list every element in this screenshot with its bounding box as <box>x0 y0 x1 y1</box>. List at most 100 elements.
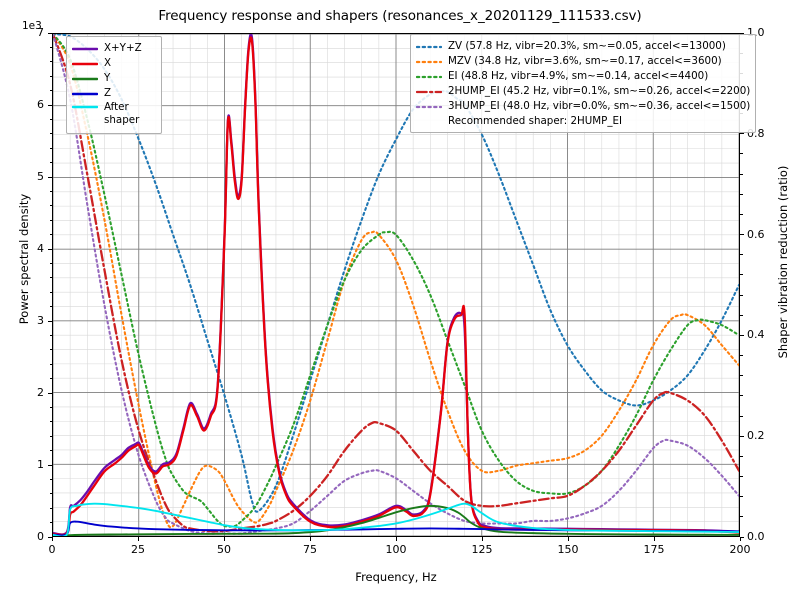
y-minor-tickmark-left <box>49 363 52 365</box>
page-title: Frequency response and shapers (resonanc… <box>158 8 642 24</box>
y-minor-tickmark-right <box>740 375 743 377</box>
legend-item-mzv[interactable]: MZV (34.8 Hz, vibr=3.6%, sm~=0.17, accel… <box>416 54 750 69</box>
legend-line-swatch <box>416 101 442 113</box>
y-minor-tickmark-left <box>49 234 52 236</box>
y-minor-tickmark-left <box>49 162 52 164</box>
y-minor-tickmark-left <box>49 219 52 221</box>
y-minor-tickmark-left <box>49 147 52 149</box>
legend-item-label: 3HUMP_EI (48.0 Hz, vibr=0.0%, sm~=0.36, … <box>448 100 751 113</box>
y-tick-label-left: 4 <box>37 242 44 255</box>
y-tickmark-left <box>48 32 52 34</box>
series-2hump_ei <box>53 34 739 533</box>
y-minor-tickmark-left <box>49 334 52 336</box>
recommended-shaper-note: Recommended shaper: 2HUMP_EI <box>448 115 623 127</box>
x-tickmark <box>223 537 225 541</box>
legend-item-after-shaper[interactable]: After shaper <box>72 101 156 129</box>
x-tick-label: 125 <box>471 543 493 556</box>
y-minor-tickmark-right <box>740 314 743 316</box>
x-tick-label: 200 <box>729 543 751 556</box>
x-tickmark <box>137 537 139 541</box>
y-axis-exponent-label: 1e3 <box>22 20 42 32</box>
x-tickmark <box>739 537 741 541</box>
series-after <box>53 502 739 536</box>
y-minor-tickmark-left <box>49 421 52 423</box>
legend-item-z[interactable]: Z <box>72 86 156 101</box>
y-minor-tickmark-left <box>49 61 52 63</box>
y-minor-tickmark-right <box>740 516 743 518</box>
plot-area <box>52 33 740 537</box>
legend-line-swatch <box>72 101 98 113</box>
legend-line-swatch <box>72 58 98 70</box>
legend-item-zv[interactable]: ZV (57.8 Hz, vibr=20.3%, sm~=0.05, accel… <box>416 39 750 54</box>
y-tick-label-left: 5 <box>37 170 44 183</box>
y-minor-tickmark-left <box>49 133 52 135</box>
legend-item-label: X <box>104 57 112 70</box>
y-minor-tickmark-right <box>740 355 743 357</box>
legend-line-swatch <box>416 41 442 53</box>
legend-item-3hump_ei[interactable]: 3HUMP_EI (48.0 Hz, vibr=0.0%, sm~=0.36, … <box>416 99 750 114</box>
legend-line-swatch <box>416 56 442 68</box>
y-tickmark-left <box>48 392 52 394</box>
y-minor-tickmark-right <box>740 193 743 195</box>
legend-line-swatch <box>72 88 98 100</box>
y-minor-tickmark-left <box>49 349 52 351</box>
data-series-layer <box>53 34 739 536</box>
legend-line-swatch <box>416 86 442 98</box>
y-tick-label-left: 3 <box>37 314 44 327</box>
y-minor-tickmark-left <box>49 478 52 480</box>
y-minor-tickmark-left <box>49 277 52 279</box>
y-minor-tickmark-right <box>740 496 743 498</box>
y-axis-label-left: Power spectral density <box>17 193 31 325</box>
y-minor-tickmark-right <box>740 476 743 478</box>
legend-item-label: X+Y+Z <box>104 42 142 55</box>
y-minor-tickmark-left <box>49 406 52 408</box>
y-tick-label-right: 0.2 <box>747 429 765 443</box>
legend-item-label: 2HUMP_EI (45.2 Hz, vibr=0.1%, sm~=0.26, … <box>448 85 751 98</box>
series-y <box>53 504 739 536</box>
x-tick-label: 50 <box>217 543 231 556</box>
legend-item-2hump_ei[interactable]: 2HUMP_EI (45.2 Hz, vibr=0.1%, sm~=0.26, … <box>416 84 750 99</box>
legend-item-ei[interactable]: EI (48.8 Hz, vibr=4.9%, sm~=0.14, accel<… <box>416 69 750 84</box>
y-minor-tickmark-left <box>49 306 52 308</box>
y-tickmark-right <box>740 334 744 336</box>
y-minor-tickmark-right <box>740 153 743 155</box>
legend-item-x[interactable]: X <box>72 56 156 71</box>
x-tickmark <box>567 537 569 541</box>
series-ei <box>53 34 739 528</box>
y-minor-tickmark-left <box>49 118 52 120</box>
y-tickmark-right <box>740 234 744 236</box>
y-minor-tickmark-left <box>49 75 52 77</box>
y-minor-tickmark-right <box>740 395 743 397</box>
y-tickmark-left <box>48 248 52 250</box>
y-minor-tickmark-right <box>740 294 743 296</box>
y-tickmark-right <box>740 133 744 135</box>
y-tick-label-right: 0.6 <box>747 227 765 241</box>
y-minor-tickmark-left <box>49 507 52 509</box>
legend-item-label: After shaper <box>104 101 140 126</box>
y-tick-label-left: 1 <box>37 458 44 471</box>
x-tickmark <box>481 537 483 541</box>
y-tickmark-left <box>48 320 52 322</box>
y-minor-tickmark-left <box>49 205 52 207</box>
x-tickmark <box>395 537 397 541</box>
legend-item-label: EI (48.8 Hz, vibr=4.9%, sm~=0.14, accel<… <box>448 70 709 83</box>
legend-item-y[interactable]: Y <box>72 71 156 86</box>
y-minor-tickmark-right <box>740 274 743 276</box>
series-3hump_ei <box>53 34 739 535</box>
x-tick-label: 150 <box>557 543 579 556</box>
y-axis-label-right: Shaper vibration reduction (ratio) <box>776 165 790 359</box>
y-tickmark-right <box>740 435 744 437</box>
legend-item-label: MZV (34.8 Hz, vibr=3.6%, sm~=0.17, accel… <box>448 55 722 68</box>
y-minor-tickmark-left <box>49 90 52 92</box>
x-axis-label: Frequency, Hz <box>355 570 437 584</box>
y-tickmark-right <box>740 32 744 34</box>
y-tick-label-right: 0.4 <box>747 328 765 342</box>
legend-item-x+y+z[interactable]: X+Y+Z <box>72 41 156 56</box>
y-minor-tickmark-left <box>49 522 52 524</box>
x-tick-label: 75 <box>303 543 317 556</box>
y-tick-label-left: 6 <box>37 98 44 111</box>
y-minor-tickmark-left <box>49 450 52 452</box>
y-minor-tickmark-right <box>740 254 743 256</box>
legend-line-swatch <box>72 73 98 85</box>
